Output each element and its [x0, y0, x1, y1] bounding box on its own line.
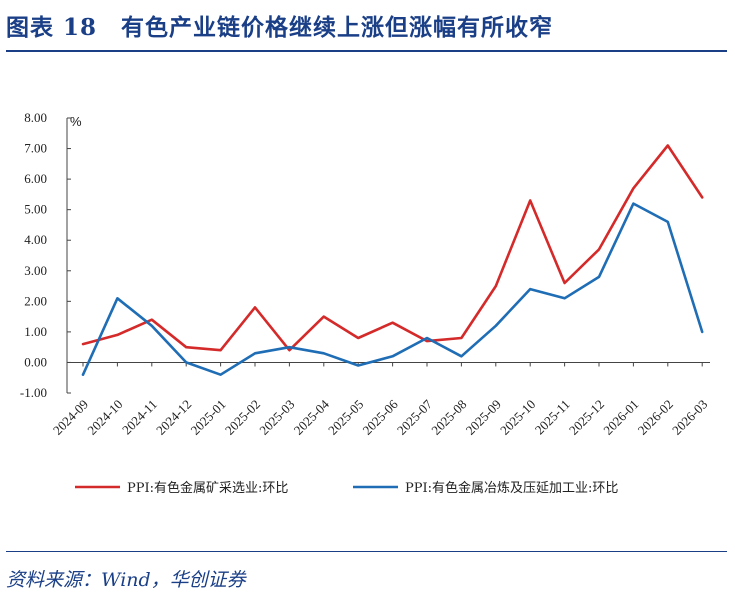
x-tick-label: 2025-01 — [187, 397, 228, 438]
y-tick-label: 8.00 — [24, 110, 47, 125]
x-tick-label: 2025-12 — [566, 397, 607, 438]
x-tick-label: 2025-06 — [359, 396, 401, 438]
y-tick-label: 2.00 — [24, 293, 47, 308]
x-tick-label: 2024-11 — [119, 397, 160, 438]
title-divider — [6, 50, 727, 52]
x-tick-label: 2025-07 — [394, 396, 436, 438]
y-tick-label: 6.00 — [24, 171, 47, 186]
x-tick-label: 2025-10 — [497, 397, 538, 438]
y-tick-label: 0.00 — [24, 354, 47, 369]
x-tick-label: 2026-03 — [669, 397, 710, 438]
x-tick-label: 2025-02 — [222, 397, 263, 438]
y-unit-label: % — [70, 114, 82, 129]
y-tick-label: 4.00 — [24, 232, 47, 247]
x-tick-label: 2025-08 — [428, 397, 469, 438]
x-tick-label: 2025-03 — [256, 397, 297, 438]
series-line-1 — [81, 144, 704, 352]
y-tick-label: 5.00 — [24, 202, 47, 217]
x-tick-label: 2025-09 — [463, 397, 504, 438]
x-tick-label: 2024-10 — [84, 397, 125, 438]
source-note: 资料来源：Wind，华创证券 — [6, 569, 246, 591]
x-tick-label: 2026-02 — [635, 397, 676, 438]
x-tick-label: 2025-05 — [325, 397, 366, 438]
legend-label-2: PPI:有色金属冶炼及压延加工业:环比 — [405, 480, 618, 496]
legend-label-1: PPI:有色金属矿采选业:环比 — [127, 480, 288, 496]
y-tick-label: 3.00 — [24, 263, 47, 278]
x-tick-label: 2024-12 — [153, 397, 194, 438]
y-tick-label: 7.00 — [24, 141, 47, 156]
y-tick-label: -1.00 — [20, 385, 47, 400]
x-tick-label: 2025-04 — [291, 396, 333, 438]
x-tick-label: 2024-09 — [50, 397, 91, 438]
y-tick-label: 1.00 — [24, 324, 47, 339]
footer-divider — [6, 551, 727, 552]
x-tick-label: 2026-01 — [600, 397, 641, 438]
chart-title: 图表 18 有色产业链价格继续上涨但涨幅有所收窄 — [6, 14, 554, 41]
series-line-2 — [81, 202, 704, 377]
x-tick-label: 2025-11 — [532, 397, 573, 438]
